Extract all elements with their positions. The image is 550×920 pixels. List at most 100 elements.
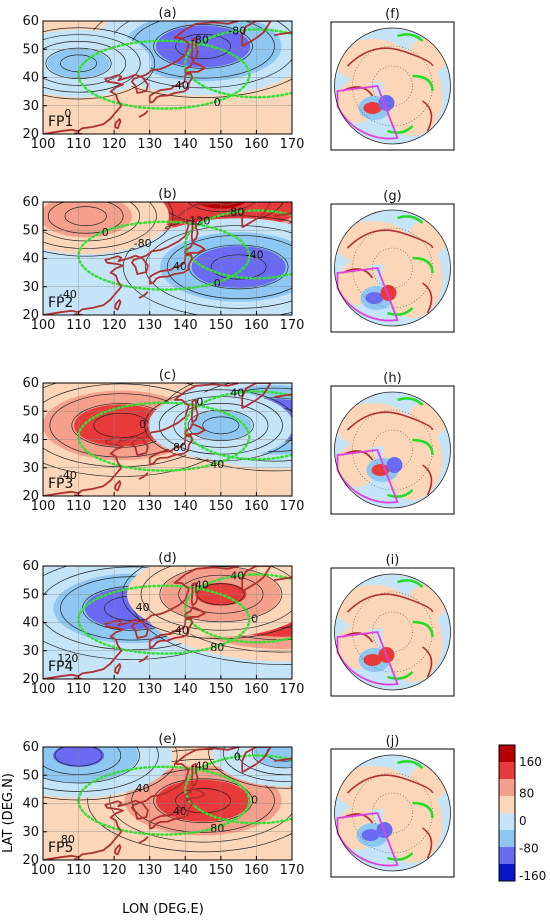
- colorbar-segment: [499, 762, 515, 779]
- map-panel-fp2: 120 80 40 0 -40 -80 -40 0 FP2 (b) 100 110 120 130 140 1…: [22, 187, 304, 333]
- contour-line: [43, 202, 157, 249]
- y-tick-label: 60: [22, 740, 39, 755]
- contour-label: -40: [191, 579, 209, 592]
- y-axis-label: LAT (DEG.N): [1, 773, 16, 853]
- x-tick-label: 110: [66, 682, 91, 697]
- x-tick-label: 160: [244, 682, 269, 697]
- warm-region: [407, 220, 448, 256]
- polar-frame: [330, 21, 455, 151]
- coastline: [184, 61, 206, 75]
- green-outline: [387, 760, 434, 861]
- anomaly-core: [361, 829, 380, 841]
- panel-letter-label: (e): [158, 732, 176, 747]
- contour-label: -40: [191, 760, 209, 773]
- x-tick-label: 120: [102, 318, 127, 333]
- warm-region: [382, 420, 443, 500]
- y-tick-label: 50: [22, 42, 39, 57]
- anomaly-region: [253, 747, 292, 768]
- x-tick-label: 160: [244, 318, 269, 333]
- coastline: [274, 31, 292, 36]
- warm-region: [382, 783, 443, 863]
- polar-outline: [334, 27, 451, 145]
- panel-letter-label: (a): [158, 6, 176, 21]
- y-tick-label: 50: [22, 768, 39, 783]
- anomaly-core: [363, 102, 382, 114]
- y-tick-label: 60: [22, 14, 39, 29]
- polar-frame: [330, 748, 455, 878]
- latitude-circle: [372, 611, 413, 653]
- map-panel-fp5: -40 0 40 80 80 40 0 FP5 (e) 100 110 120 130 140 150 160…: [22, 732, 305, 878]
- panel-name-label: FP3: [48, 476, 73, 492]
- right-panels: (f) (g) (h) (i) (j): [330, 7, 455, 878]
- warm-region: [382, 602, 443, 682]
- x-tick-label: 140: [173, 318, 198, 333]
- colorbar-label: 80: [519, 787, 534, 801]
- contour-label: -80: [191, 34, 209, 47]
- coastline: [184, 787, 206, 801]
- contour-label: 40: [173, 260, 187, 273]
- contour-label: 80: [61, 833, 75, 846]
- y-tick-label: 60: [22, 559, 39, 574]
- colorbar-segment: [499, 745, 515, 762]
- x-tick-label: 110: [66, 863, 91, 878]
- x-tick-label: 160: [244, 863, 269, 878]
- map-panel-fp3: 0 40 80 40 -40 0 FP3 (c) 100 110 120 130 140 150 160 17…: [22, 368, 304, 514]
- coastline: [148, 253, 194, 285]
- coastline: [274, 576, 292, 581]
- x-tick-label: 110: [66, 499, 91, 514]
- polar-panel-2: (g): [330, 189, 455, 333]
- contour-label: 40: [210, 458, 224, 471]
- contour-label: 120: [57, 652, 78, 665]
- coastline: [138, 836, 149, 844]
- contour-label: -40: [59, 288, 77, 301]
- coastline: [114, 844, 122, 856]
- x-tick-label: 170: [280, 137, 305, 152]
- polar-field: [334, 392, 451, 508]
- coastline: [190, 399, 199, 424]
- contour-label: 120: [189, 215, 210, 228]
- contour-label: -40: [246, 249, 264, 262]
- coastline: [148, 617, 194, 649]
- anomaly-region: [191, 246, 286, 288]
- green-outline: [387, 215, 434, 316]
- contour-line: [166, 234, 292, 299]
- y-tick-label: 40: [22, 71, 39, 86]
- panel-letter-label: (c): [159, 368, 176, 383]
- y-tick-label: 30: [22, 99, 39, 114]
- polar-frame: [330, 385, 455, 515]
- x-axis-label: LON (DEG.E): [122, 902, 204, 917]
- contour-line: [153, 778, 253, 823]
- contour-label: -80: [134, 237, 152, 250]
- contour-label: 0: [102, 226, 109, 239]
- x-tick-label: 140: [173, 863, 198, 878]
- anomaly-region: [155, 25, 251, 68]
- x-tick-label: 130: [137, 318, 162, 333]
- x-tick-label: 170: [280, 863, 305, 878]
- polar-panel-5: (j): [330, 734, 455, 878]
- x-tick-label: 140: [173, 137, 198, 152]
- contour-label: -40: [171, 624, 189, 637]
- warm-region: [407, 765, 448, 801]
- x-tick-label: 110: [66, 137, 91, 152]
- contour-label: 0: [214, 96, 221, 109]
- coastline: [114, 480, 122, 492]
- green-outline: [387, 397, 434, 498]
- contour-line: [208, 747, 292, 789]
- panel-letter-label: (i): [386, 553, 400, 568]
- polar-panel-1: (f): [330, 7, 455, 151]
- coastline: [184, 423, 206, 437]
- x-tick-label: 120: [102, 682, 127, 697]
- coastline: [114, 299, 122, 311]
- warm-region: [382, 238, 443, 318]
- coastline: [241, 202, 272, 229]
- y-tick-label: 20: [22, 672, 39, 687]
- contour-line: [144, 225, 292, 309]
- contour-label: 0: [234, 751, 241, 764]
- x-tick-label: 160: [244, 499, 269, 514]
- coastline: [241, 383, 272, 410]
- warm-region: [407, 38, 448, 74]
- x-tick-label: 140: [173, 499, 198, 514]
- polar-field: [334, 574, 451, 690]
